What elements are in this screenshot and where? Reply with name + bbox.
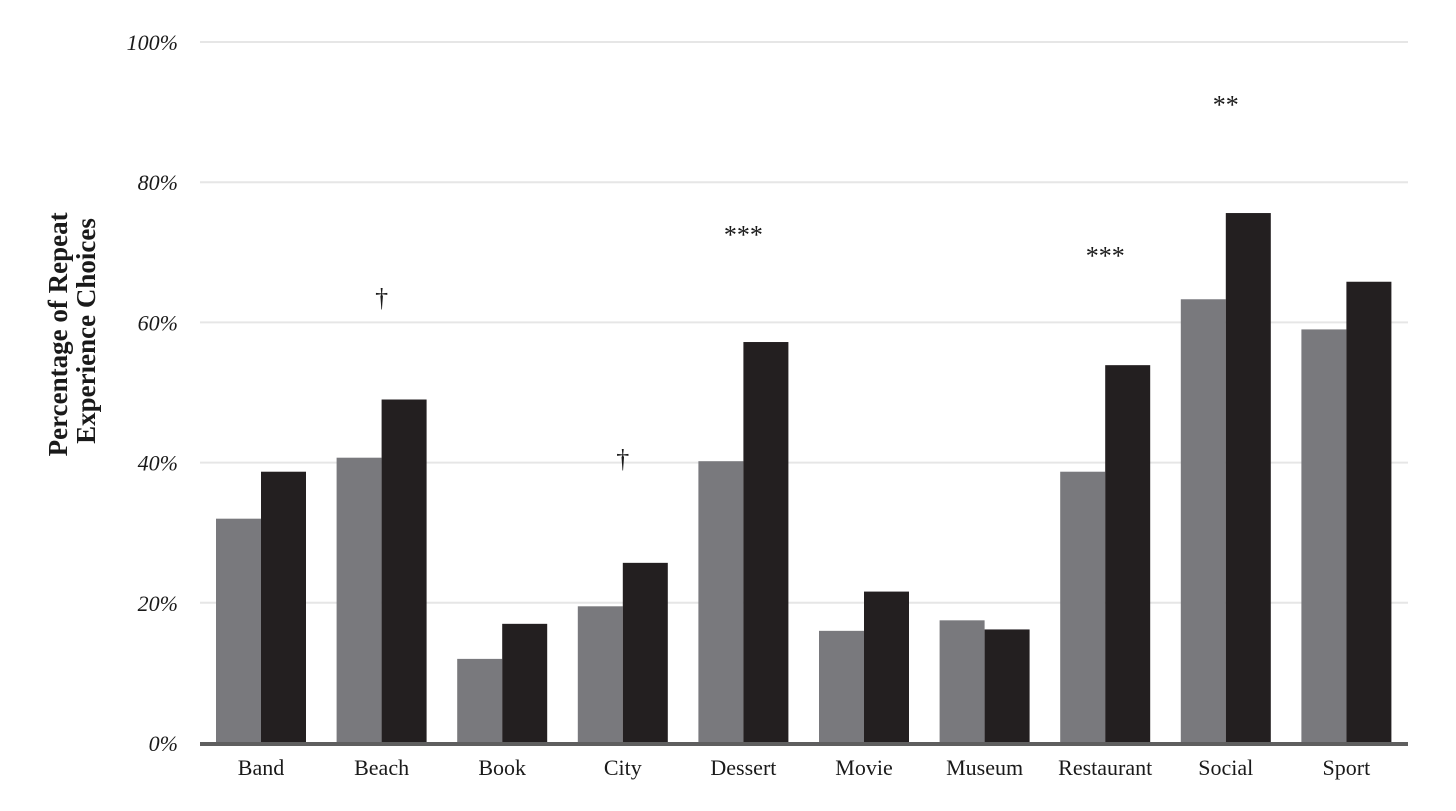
annotation-city: † (616, 445, 629, 474)
bar-movie-series-1 (819, 630, 864, 743)
y-tick-label: 40% (138, 451, 178, 476)
bar-restaurant-series-1 (1060, 471, 1106, 743)
significance-annotations: ††******** (375, 91, 1239, 474)
x-tick-label: City (604, 755, 642, 780)
bar-book-series-2 (502, 623, 548, 743)
bar-dessert-series-2 (743, 342, 789, 743)
bars (216, 213, 1392, 743)
y-tick-label: 0% (149, 731, 178, 756)
bar-book-series-1 (457, 658, 503, 743)
bar-dessert-series-1 (698, 461, 744, 743)
bar-museum-series-1 (939, 620, 985, 743)
bar-band-series-2 (261, 471, 306, 743)
bar-band-series-1 (216, 518, 261, 743)
x-axis (200, 742, 1408, 746)
annotation-social: ** (1213, 91, 1239, 120)
x-axis-line (200, 742, 1408, 746)
y-tick-labels: 0% 20% 40% 60% 80% 100% (127, 30, 178, 756)
y-tick-label: 60% (138, 310, 178, 335)
bar-sport-series-2 (1346, 281, 1392, 743)
y-tick-label: 20% (138, 591, 178, 616)
x-tick-label: Beach (354, 755, 409, 780)
x-tick-label: Band (238, 755, 284, 780)
bar-social-series-1 (1180, 299, 1226, 743)
x-tick-label: Social (1198, 755, 1253, 780)
bar-city-series-1 (577, 606, 623, 743)
bar-museum-series-2 (984, 629, 1030, 743)
bar-restaurant-series-2 (1105, 365, 1151, 743)
x-tick-label: Museum (946, 755, 1023, 780)
x-tick-label: Book (478, 755, 526, 780)
annotation-restaurant: *** (1086, 241, 1125, 270)
x-tick-label: Restaurant (1058, 755, 1152, 780)
x-tick-label: Movie (835, 755, 892, 780)
bar-city-series-2 (622, 562, 668, 743)
bar-beach-series-2 (381, 399, 427, 743)
annotation-dessert: *** (724, 220, 763, 249)
y-axis-label-line-2: Experience Choices (71, 218, 101, 444)
y-axis-label: Percentage of Repeat Experience Choices (43, 206, 101, 457)
x-tick-label: Sport (1323, 755, 1371, 780)
y-tick-label: 80% (138, 170, 178, 195)
bar-beach-series-1 (336, 457, 382, 743)
bar-movie-series-2 (864, 591, 909, 743)
bar-sport-series-1 (1301, 329, 1347, 743)
x-tick-label: Dessert (710, 755, 776, 780)
annotation-beach: † (375, 283, 388, 312)
y-tick-label: 100% (127, 30, 178, 55)
x-tick-labels: Band Beach Book City Dessert Movie Museum Resta… (238, 755, 1370, 780)
y-axis-label-line-1: Percentage of Repeat (43, 212, 73, 456)
bar-social-series-2 (1225, 213, 1271, 743)
